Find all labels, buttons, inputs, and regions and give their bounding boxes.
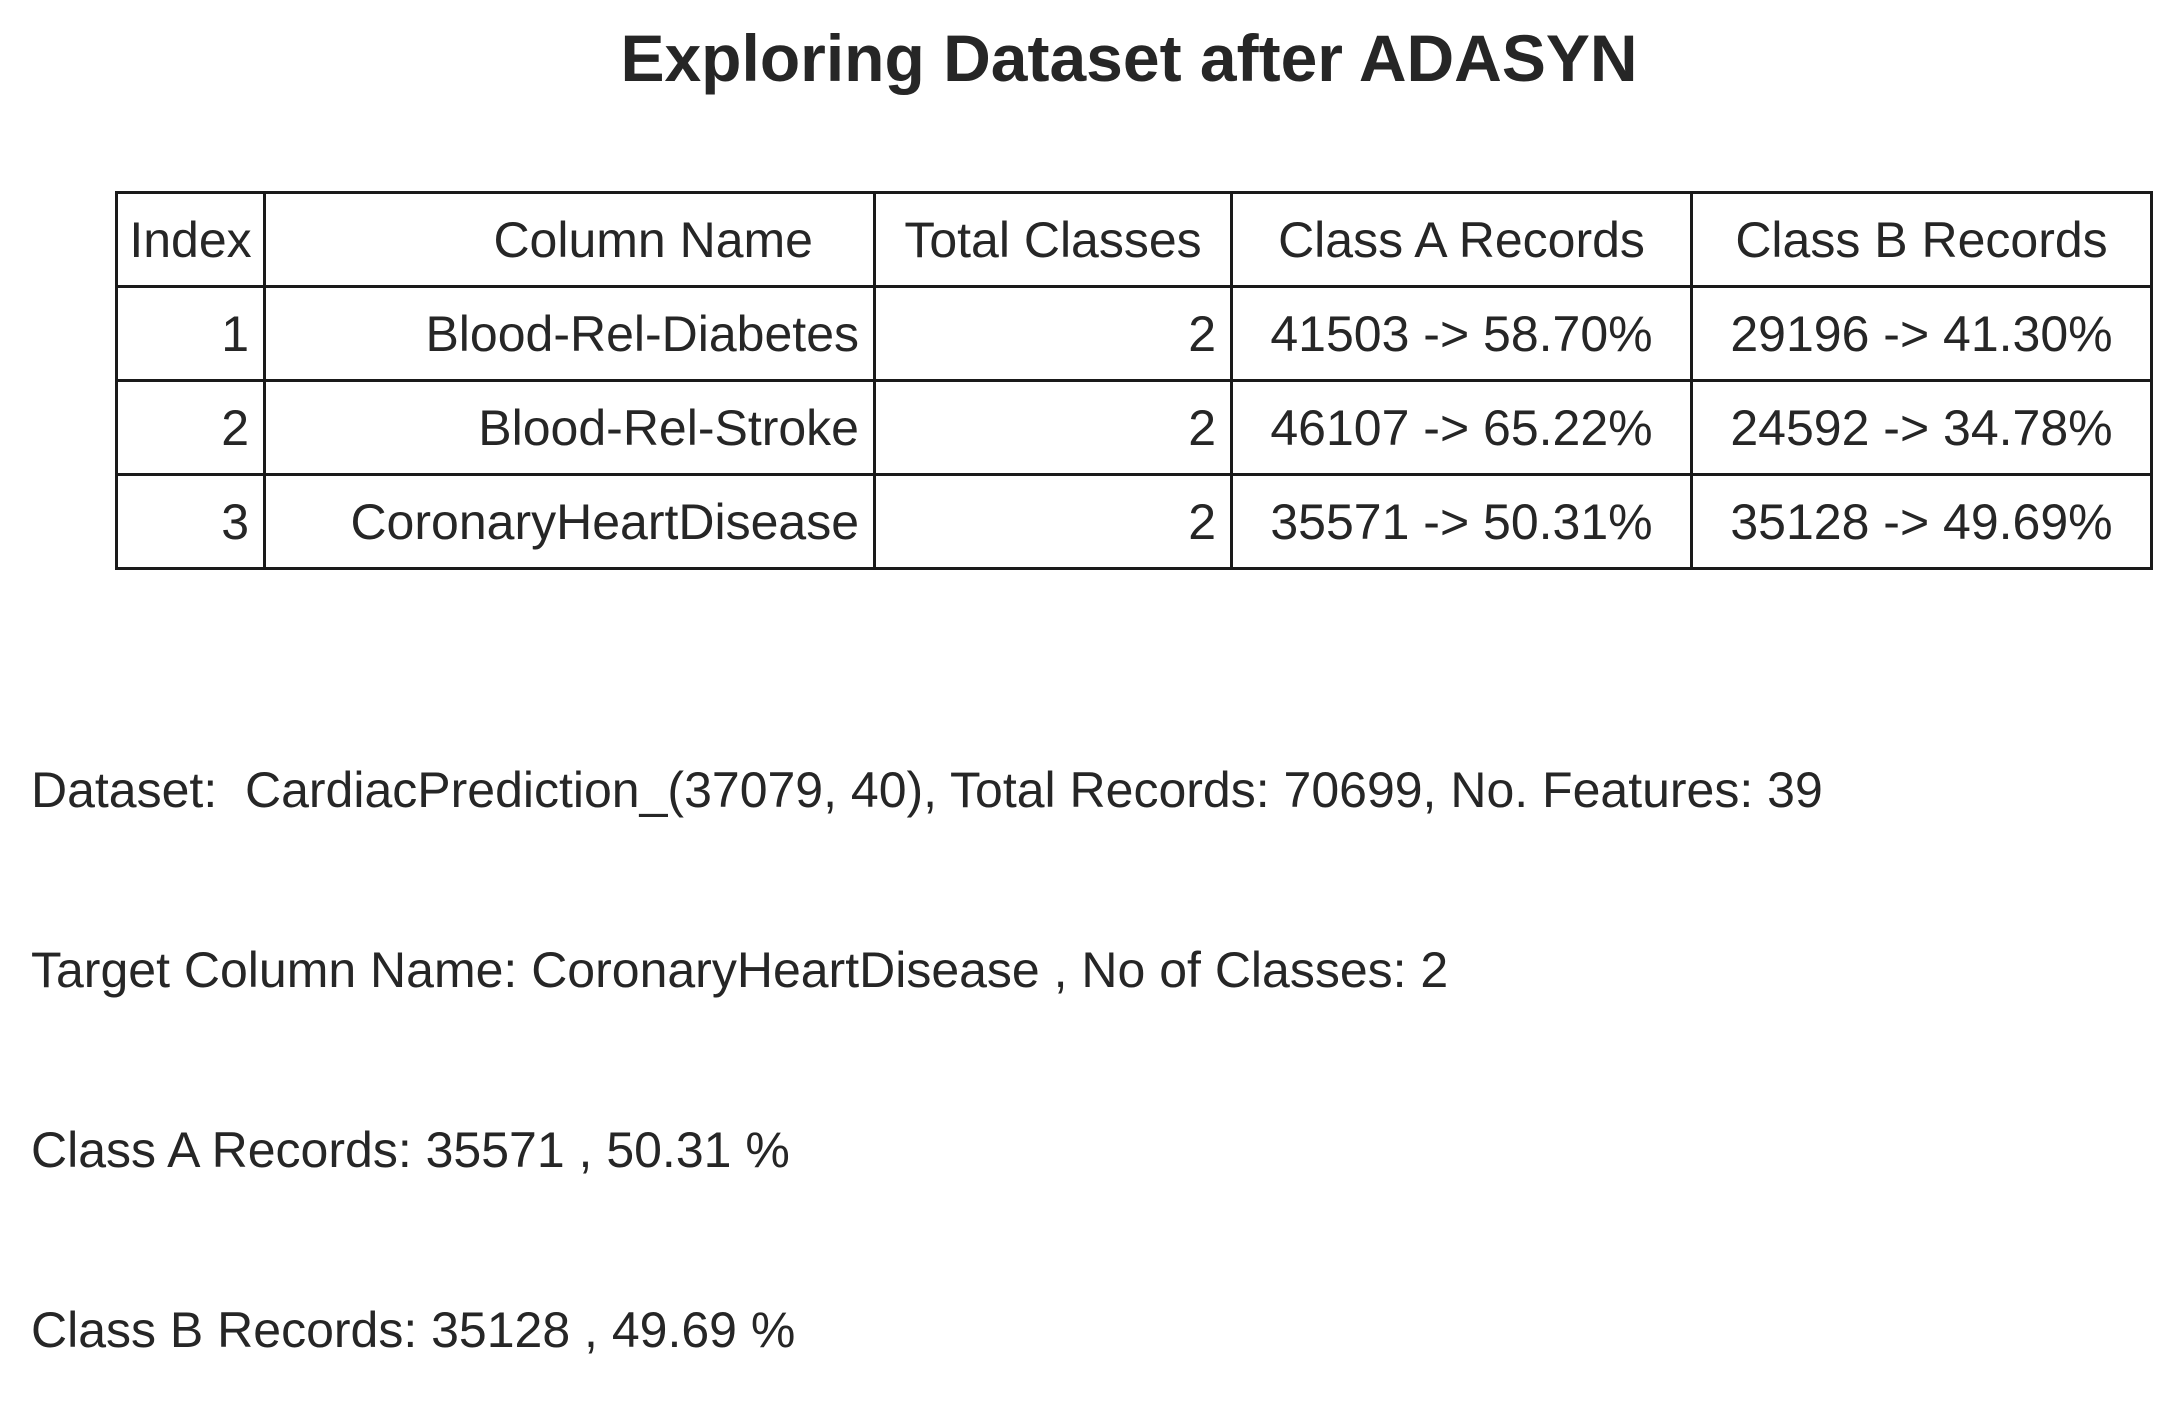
dataset-summary: Dataset: CardiacPrediction_(37079, 40), … <box>31 640 1823 1420</box>
cell-index: 2 <box>115 379 266 476</box>
cell-total-classes: 2 <box>873 473 1233 570</box>
summary-target-line: Target Column Name: CoronaryHeartDisease… <box>31 942 1449 998</box>
summary-dataset-line: Dataset: CardiacPrediction_(37079, 40), … <box>31 762 1823 818</box>
table-row: 3 CoronaryHeartDisease 2 35571 -> 50.31%… <box>115 473 2153 570</box>
cell-class-a-records: 46107 -> 65.22% <box>1230 379 1693 476</box>
cell-index: 1 <box>115 285 266 382</box>
header-class-b-records: Class B Records <box>1690 191 2153 288</box>
cell-class-a-records: 41503 -> 58.70% <box>1230 285 1693 382</box>
cell-class-b-records: 29196 -> 41.30% <box>1690 285 2153 382</box>
table-header-row: Index Column Name Total Classes Class A … <box>115 191 2153 288</box>
data-table: Index Column Name Total Classes Class A … <box>115 191 2153 570</box>
header-index: Index <box>115 191 266 288</box>
cell-column-name: Blood-Rel-Stroke <box>263 379 876 476</box>
header-column-name: Column Name <box>263 191 876 288</box>
cell-class-b-records: 35128 -> 49.69% <box>1690 473 2153 570</box>
table-row: 2 Blood-Rel-Stroke 2 46107 -> 65.22% 245… <box>115 379 2153 476</box>
summary-class-b-line: Class B Records: 35128 , 49.69 % <box>31 1302 796 1358</box>
table-row: 1 Blood-Rel-Diabetes 2 41503 -> 58.70% 2… <box>115 285 2153 382</box>
cell-column-name: Blood-Rel-Diabetes <box>263 285 876 382</box>
cell-total-classes: 2 <box>873 285 1233 382</box>
cell-class-a-records: 35571 -> 50.31% <box>1230 473 1693 570</box>
header-total-classes: Total Classes <box>873 191 1233 288</box>
summary-class-a-line: Class A Records: 35571 , 50.31 % <box>31 1122 790 1178</box>
cell-index: 3 <box>115 473 266 570</box>
header-class-a-records: Class A Records <box>1230 191 1693 288</box>
cell-column-name: CoronaryHeartDisease <box>263 473 876 570</box>
cell-total-classes: 2 <box>873 379 1233 476</box>
chart-title: Exploring Dataset after ADASYN <box>620 21 1638 95</box>
cell-class-b-records: 24592 -> 34.78% <box>1690 379 2153 476</box>
